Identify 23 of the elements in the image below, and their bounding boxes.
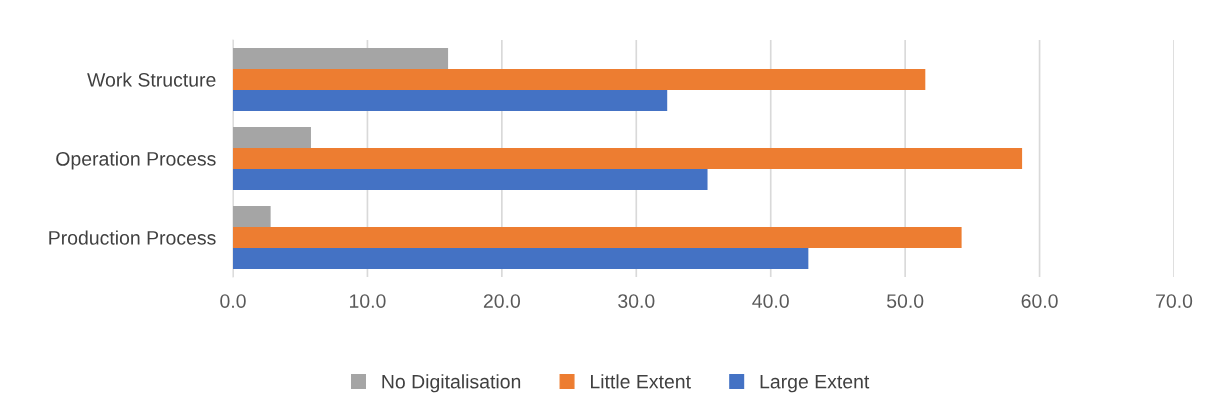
y-tick-label: Production Process <box>49 230 216 245</box>
y-tick-label: Operation Process <box>56 151 216 170</box>
legend-label: Large Extent <box>760 374 870 393</box>
bar <box>233 147 1023 170</box>
bar <box>233 226 962 249</box>
bar <box>233 126 311 148</box>
x-tick-label: 40.0 <box>752 294 789 308</box>
x-tick-label: 50.0 <box>887 294 924 308</box>
bar <box>233 47 449 69</box>
bar <box>233 169 708 191</box>
bar <box>233 248 809 270</box>
x-tick-label: 60.0 <box>1021 294 1058 308</box>
x-tick-label: 70.0 <box>1156 294 1193 308</box>
legend-label: No Digitalisation <box>382 374 521 393</box>
bar <box>233 68 926 91</box>
x-tick-label: 30.0 <box>618 294 655 308</box>
legend-label: Little Extent <box>591 374 691 389</box>
x-tick-label: 0.0 <box>220 294 246 308</box>
x-tick-label: 20.0 <box>483 294 521 308</box>
y-tick-label: Work Structure <box>87 72 216 87</box>
x-tick-label: 10.0 <box>349 294 386 308</box>
bar <box>233 90 668 112</box>
bar <box>233 205 271 227</box>
